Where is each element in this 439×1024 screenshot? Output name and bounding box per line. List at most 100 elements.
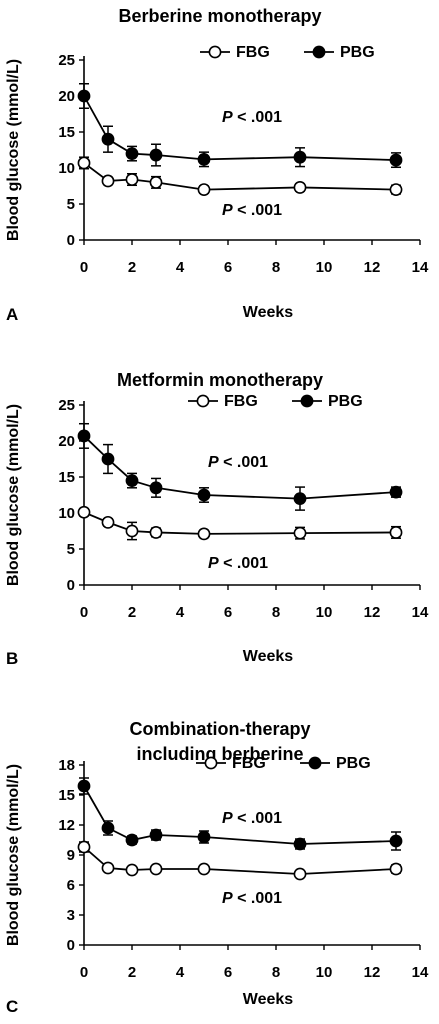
data-point [125, 474, 139, 487]
data-point [77, 505, 91, 519]
chart-panel-a: Berberine monotherapy 0 5 10 15 20 25 0 2 4 6 8 10 12… [5, 6, 429, 324]
x-tick-label: 6 [224, 259, 232, 276]
y-tick-label: 0 [67, 577, 75, 594]
y-tick-label: 20 [58, 88, 75, 105]
data-point [293, 492, 307, 505]
p-value-annotation: P < .001 [208, 454, 268, 471]
x-tick-label: 6 [224, 964, 232, 981]
data-point [197, 183, 211, 196]
y-tick-label: 6 [67, 877, 75, 894]
x-tick-label: 10 [316, 259, 333, 276]
data-point [197, 488, 211, 502]
data-point [389, 183, 403, 196]
x-tick-label: 4 [176, 259, 185, 276]
data-point [125, 863, 139, 877]
data-point [293, 181, 307, 194]
data-point [101, 452, 115, 466]
data-point [389, 526, 403, 539]
data-point [101, 821, 115, 835]
series-pbg [77, 422, 403, 511]
data-point [101, 861, 115, 875]
legend: FBG PBG [188, 393, 363, 410]
legend-label-fbg: FBG [224, 393, 258, 410]
p-value-text: < .001 [219, 555, 268, 572]
x-axis-label: Weeks [243, 991, 294, 1008]
y-axis-label: Blood glucose (mmol/L) [5, 764, 22, 946]
y-tick-label: 5 [67, 196, 75, 213]
y-tick-label: 0 [67, 232, 75, 249]
p-value-annotation: P < .001 [208, 555, 268, 572]
y-tick-label: 9 [67, 847, 75, 864]
y-tick-label: 10 [58, 505, 75, 522]
data-point [389, 834, 403, 848]
x-tick-label: 4 [176, 604, 185, 621]
data-point [101, 132, 115, 146]
data-point [293, 150, 307, 164]
series-fbg [77, 505, 403, 541]
x-axis-label: Weeks [243, 304, 294, 321]
x-axis-label: Weeks [243, 648, 294, 665]
panel-letter: A [6, 305, 18, 324]
y-tick-label: 20 [58, 433, 75, 450]
data-point [77, 89, 91, 103]
y-tick-label: 12 [58, 817, 75, 834]
data-point [389, 153, 403, 167]
legend-marker-pbg [312, 45, 326, 59]
x-tick-label: 10 [316, 604, 333, 621]
x-tick-label: 8 [272, 964, 280, 981]
x-tick-label: 2 [128, 604, 136, 621]
data-point [125, 833, 139, 847]
data-point [389, 862, 403, 876]
x-tick-label: 14 [412, 604, 429, 621]
y-axis-label: Blood glucose (mmol/L) [5, 59, 22, 241]
y-tick-label: 0 [67, 937, 75, 954]
x-tick-label: 12 [364, 964, 381, 981]
legend-marker-pbg [300, 394, 314, 408]
data-point [293, 526, 307, 540]
data-point [389, 485, 403, 499]
x-tick-label: 14 [412, 964, 429, 981]
x-tick-label: 2 [128, 259, 136, 276]
x-tick-label: 6 [224, 604, 232, 621]
x-tick-label: 2 [128, 964, 136, 981]
legend: FBG PBG [200, 44, 375, 61]
p-value-italic: P [222, 202, 233, 219]
y-tick-label: 15 [58, 787, 75, 804]
legend-marker-fbg [204, 756, 218, 770]
data-point [77, 840, 91, 854]
x-tick-label: 0 [80, 964, 88, 981]
y-tick-label: 15 [58, 124, 75, 141]
y-tick-label: 18 [58, 757, 75, 774]
legend: FBG PBG [196, 755, 371, 772]
data-point [197, 862, 211, 876]
series-pbg [77, 83, 403, 169]
chart-title: Metformin monotherapy [117, 370, 323, 390]
p-value-italic: P [222, 890, 233, 907]
y-tick-label: 5 [67, 541, 75, 558]
p-value-annotation: P < .001 [222, 202, 282, 219]
data-point [125, 147, 139, 160]
data-point [293, 837, 307, 851]
data-point [197, 152, 211, 166]
y-tick-label: 15 [58, 469, 75, 486]
p-value-italic: P [208, 555, 219, 572]
y-tick-label: 3 [67, 907, 75, 924]
y-tick-label: 10 [58, 160, 75, 177]
legend-marker-fbg [208, 45, 222, 59]
data-point [197, 830, 211, 844]
chart-title: Combination-therapy [129, 719, 310, 739]
series-pbg [77, 777, 403, 851]
x-tick-label: 0 [80, 604, 88, 621]
y-tick-label: 25 [58, 397, 75, 414]
data-point [293, 867, 307, 881]
legend-label-pbg: PBG [336, 755, 371, 772]
data-point [149, 175, 163, 189]
panel-letter: C [6, 997, 18, 1016]
x-tick-label: 8 [272, 604, 280, 621]
x-tick-label: 8 [272, 259, 280, 276]
chart-panel-b: Metformin monotherapy 0 5 10 15 20 25 0 2 4 6 8 10 12… [5, 370, 429, 668]
p-value-text: < .001 [233, 202, 282, 219]
p-value-annotation: P < .001 [222, 810, 282, 827]
data-point [149, 148, 163, 162]
